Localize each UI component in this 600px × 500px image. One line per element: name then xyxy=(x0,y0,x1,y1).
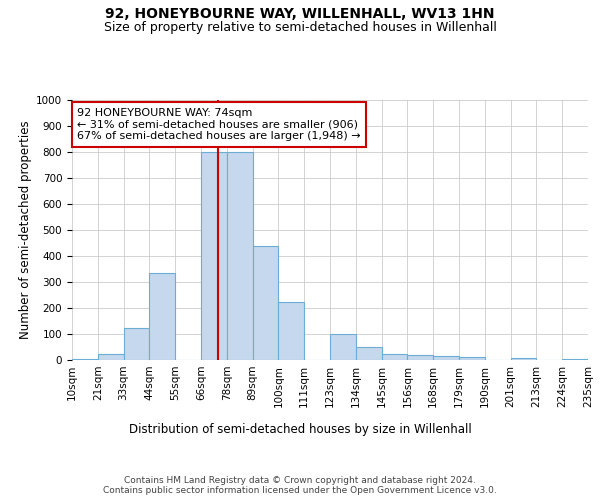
Text: Size of property relative to semi-detached houses in Willenhall: Size of property relative to semi-detach… xyxy=(104,21,496,34)
Bar xyxy=(72,358,98,360)
Bar xyxy=(227,152,253,360)
Bar xyxy=(511,358,536,360)
Bar xyxy=(407,355,433,360)
Bar xyxy=(356,347,382,360)
Text: Distribution of semi-detached houses by size in Willenhall: Distribution of semi-detached houses by … xyxy=(128,422,472,436)
Bar xyxy=(201,152,227,360)
Bar xyxy=(98,354,124,360)
Bar xyxy=(278,302,304,360)
Bar xyxy=(382,354,407,360)
Y-axis label: Number of semi-detached properties: Number of semi-detached properties xyxy=(19,120,32,340)
Bar xyxy=(124,328,149,360)
Bar xyxy=(253,246,278,360)
Text: 92, HONEYBOURNE WAY, WILLENHALL, WV13 1HN: 92, HONEYBOURNE WAY, WILLENHALL, WV13 1H… xyxy=(105,8,495,22)
Bar xyxy=(459,358,485,360)
Text: 92 HONEYBOURNE WAY: 74sqm
← 31% of semi-detached houses are smaller (906)
67% of: 92 HONEYBOURNE WAY: 74sqm ← 31% of semi-… xyxy=(77,108,361,141)
Bar xyxy=(433,356,459,360)
Bar xyxy=(149,273,175,360)
Text: Contains HM Land Registry data © Crown copyright and database right 2024.
Contai: Contains HM Land Registry data © Crown c… xyxy=(103,476,497,495)
Bar xyxy=(330,334,356,360)
Bar xyxy=(562,358,588,360)
